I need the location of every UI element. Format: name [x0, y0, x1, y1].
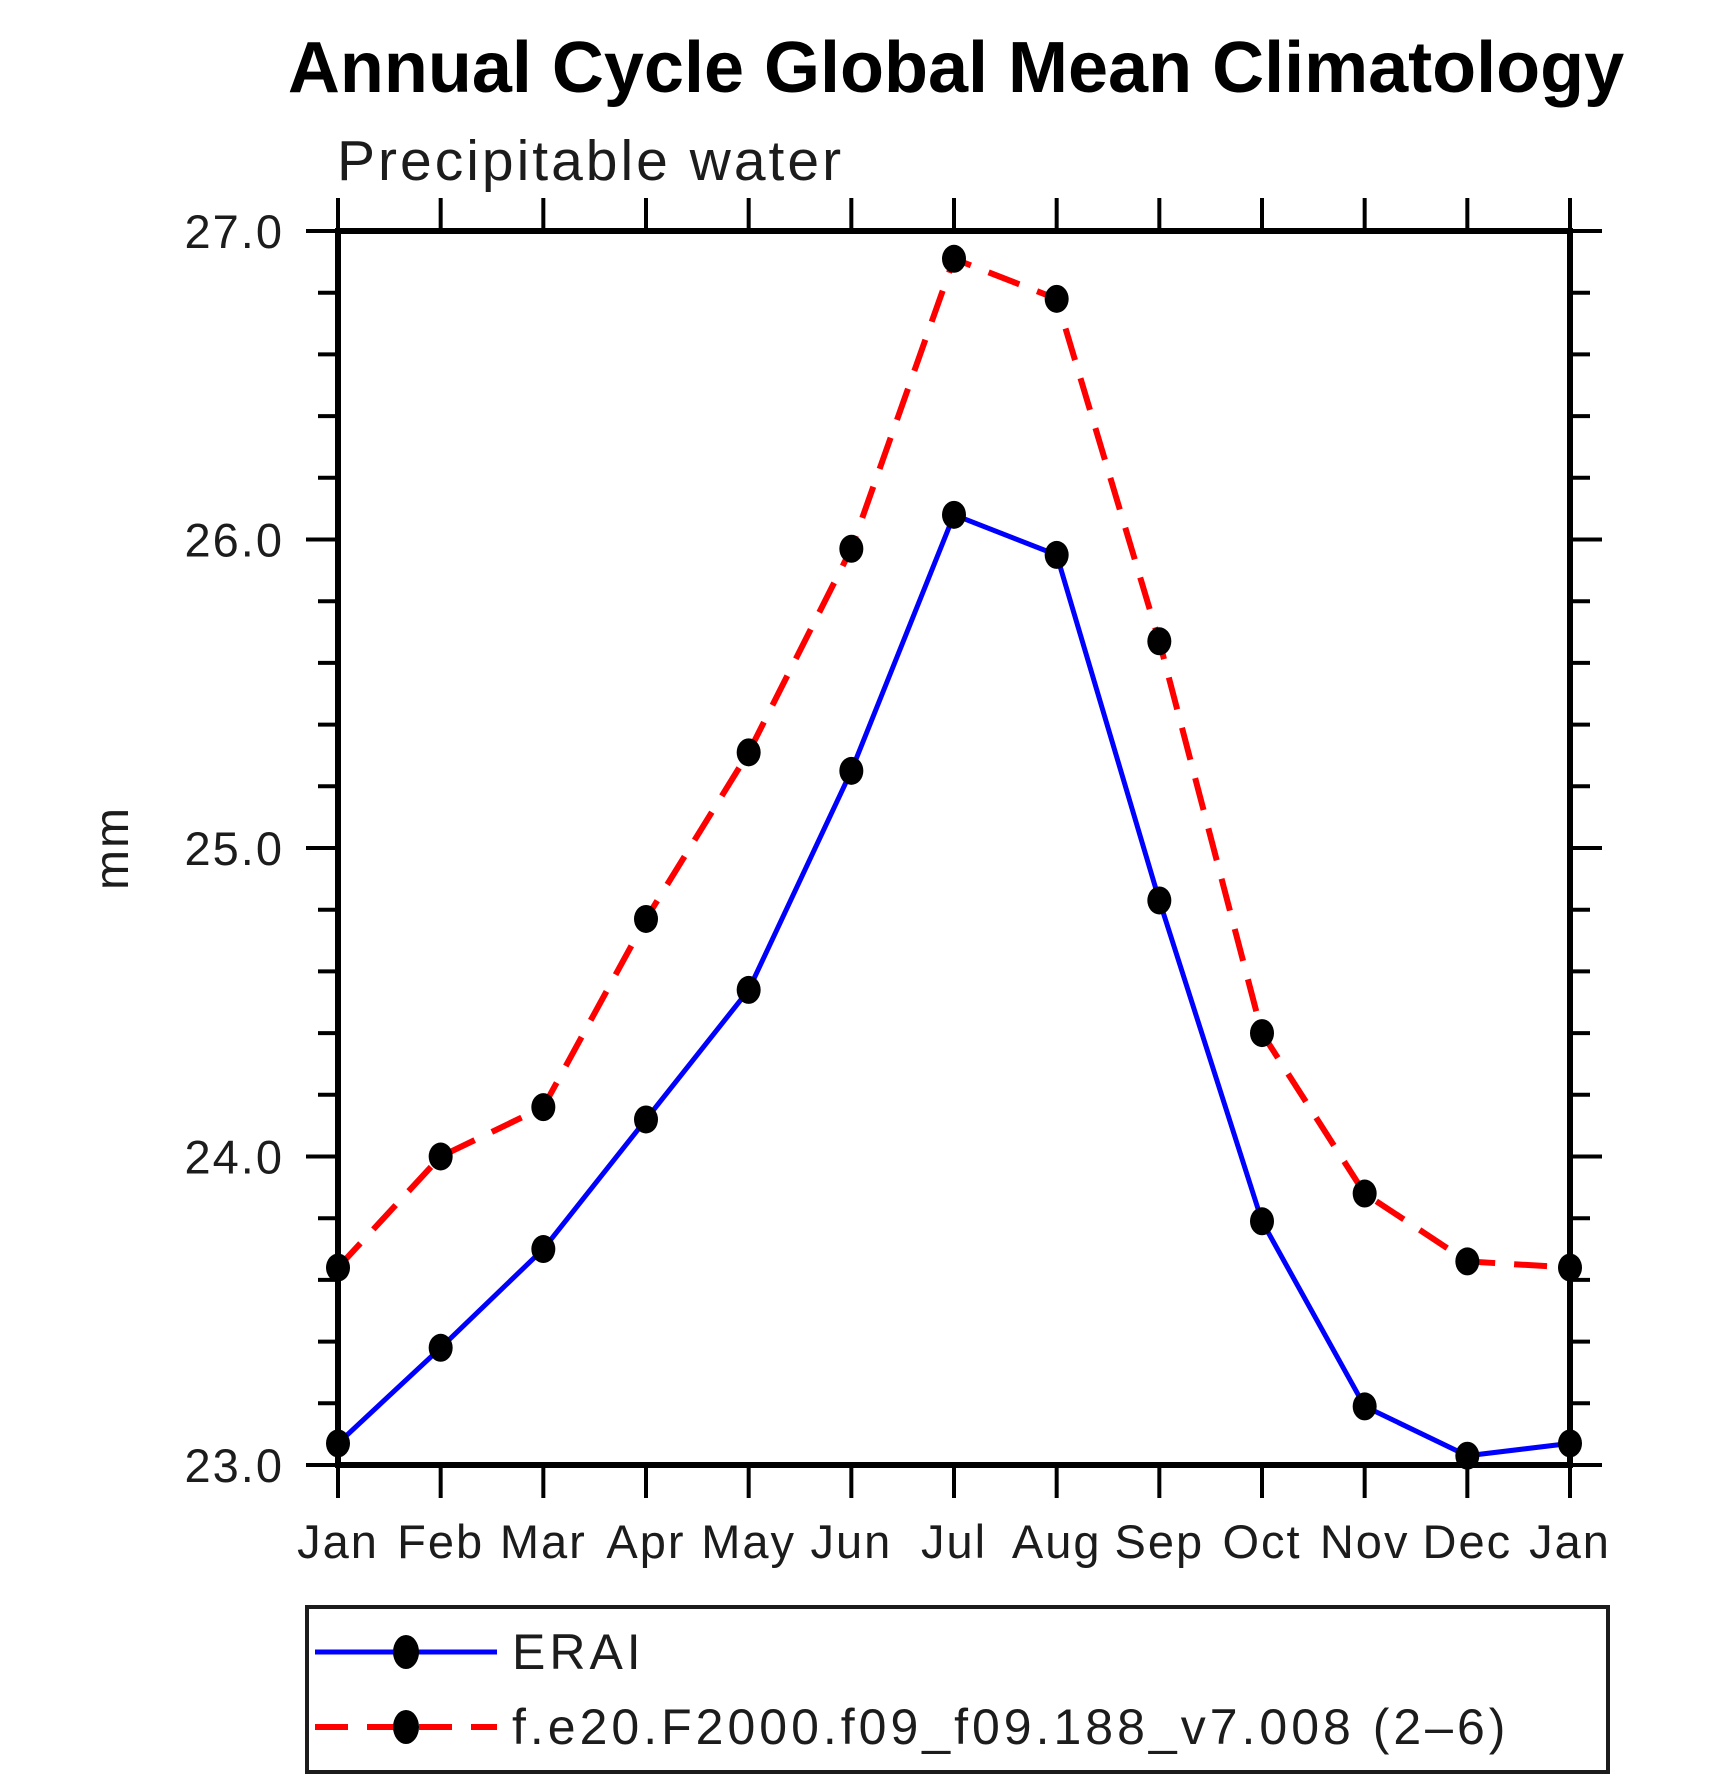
x-tick-label: May — [701, 1515, 796, 1568]
x-tick-label: Mar — [500, 1515, 587, 1568]
x-tick-label: Jun — [810, 1515, 892, 1568]
erai-marker-may-4 — [736, 975, 761, 1004]
x-tick-label: Jan — [297, 1515, 379, 1568]
model-marker-jul-6 — [942, 244, 966, 273]
model-line — [335, 254, 1571, 1271]
x-tick-label: Jan — [1529, 1515, 1611, 1568]
x-tick-label: Feb — [397, 1515, 484, 1568]
y-tick-label: 27.0 — [185, 205, 284, 258]
model-marker-sep-8 — [1147, 627, 1172, 656]
x-tick-label: Apr — [606, 1515, 685, 1568]
x-tick-label: Sep — [1115, 1515, 1205, 1568]
model-marker-apr-3 — [634, 904, 658, 933]
erai-marker-apr-3 — [634, 1105, 658, 1134]
series-layer — [326, 244, 1582, 1470]
model-marker-jun-5 — [839, 534, 864, 563]
erai-marker-jun-5 — [839, 756, 864, 785]
legend-box — [305, 1605, 1610, 1774]
axes-layer: Jan Feb Mar Apr May Jun Jul Aug Sep Oct Nov Dec Jan2… — [185, 198, 1611, 1568]
model-marker-jan-0 — [326, 1253, 350, 1282]
erai-marker-jan-0 — [326, 1429, 350, 1458]
model-marker-may-4 — [736, 738, 761, 767]
erai-marker-feb-1 — [428, 1333, 453, 1362]
model-marker-feb-1 — [428, 1142, 453, 1171]
model-marker-dec-11 — [1455, 1247, 1480, 1276]
y-tick-label: 23.0 — [185, 1439, 284, 1492]
y-tick-label: 25.0 — [185, 822, 284, 875]
model-marker-nov-10 — [1352, 1179, 1377, 1208]
x-tick-label: Dec — [1423, 1515, 1513, 1568]
y-tick-label: 26.0 — [185, 514, 284, 567]
legend-erai-label: ERAI — [512, 1624, 645, 1680]
model-marker-jan-12 — [1558, 1253, 1582, 1282]
y-axis-label: mm — [86, 806, 139, 890]
erai-marker-oct-9 — [1250, 1207, 1274, 1236]
model-marker-mar-2 — [531, 1093, 556, 1122]
erai-marker-dec-11 — [1455, 1441, 1480, 1470]
x-tick-label: Oct — [1222, 1515, 1301, 1568]
legend-model-label: f.e20.F2000.f09_f09.188_v7.008 (2–6) — [512, 1699, 1509, 1755]
x-tick-label: Jul — [921, 1515, 987, 1568]
x-tick-label: Aug — [1012, 1515, 1102, 1568]
erai-marker-mar-2 — [531, 1235, 556, 1264]
erai-marker-nov-10 — [1352, 1392, 1377, 1421]
model-marker-aug-7 — [1044, 284, 1069, 313]
erai-marker-aug-7 — [1044, 540, 1069, 569]
erai-marker-jul-6 — [942, 500, 966, 529]
chart-subtitle: Precipitable water — [337, 129, 844, 193]
erai-marker-sep-8 — [1147, 886, 1172, 915]
model-marker-oct-9 — [1250, 1019, 1274, 1048]
erai-marker-jan-12 — [1558, 1429, 1582, 1458]
y-tick-label: 24.0 — [185, 1131, 284, 1184]
plot-border — [335, 228, 1573, 1468]
legend-model-marker — [393, 1710, 419, 1744]
legend-erai-marker — [393, 1635, 419, 1669]
x-tick-label: Nov — [1320, 1515, 1410, 1568]
legend: ERAI f.e20.F2000.f09_f09.188_v7.008 (2–6… — [305, 1605, 1610, 1774]
chart-title: Annual Cycle Global Mean Climatology — [288, 28, 1624, 108]
erai-line — [336, 511, 1571, 1459]
